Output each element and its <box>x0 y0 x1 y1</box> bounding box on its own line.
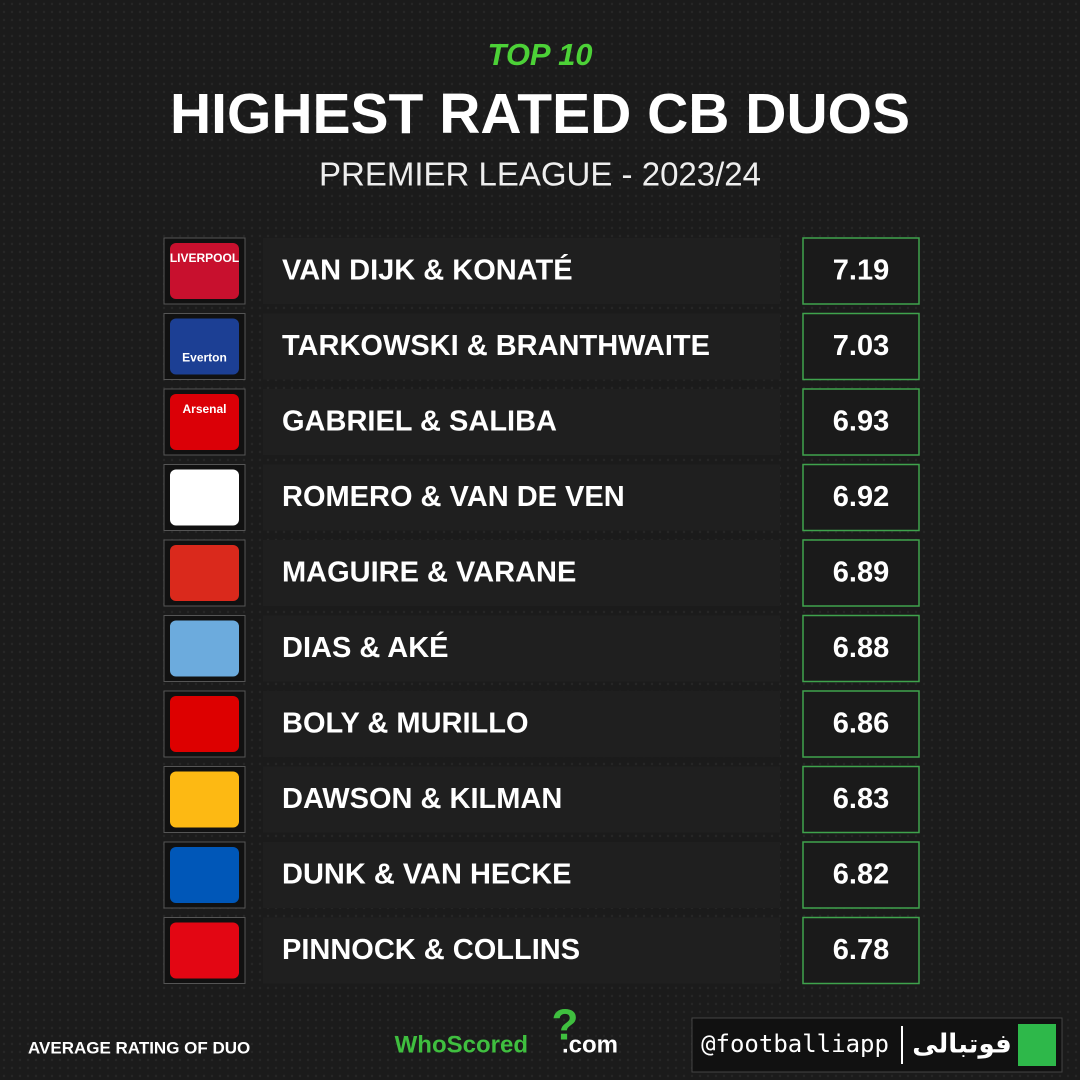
brand-icon <box>1018 1024 1056 1066</box>
crest <box>170 620 239 677</box>
duo-name: TARKOWSKI & BRANTHWAITE <box>282 330 710 362</box>
source-domain: .com <box>562 1031 618 1058</box>
source-mark: ? <box>552 1001 579 1050</box>
crest-text: Arsenal <box>182 402 226 416</box>
rating: 6.86 <box>833 708 889 740</box>
crest <box>170 243 239 299</box>
rating: 6.78 <box>833 934 889 966</box>
rating: 6.92 <box>833 481 889 513</box>
rating: 6.93 <box>833 406 889 438</box>
duo-name: PINNOCK & COLLINS <box>282 934 580 966</box>
crest-text: Everton <box>182 351 227 365</box>
source-logo: WhoScored ? .com <box>395 1001 618 1059</box>
handle-frame <box>691 1017 1063 1073</box>
duo-name: DIAS & AKÉ <box>282 630 449 664</box>
name-box <box>263 389 780 455</box>
duo-name: MAGUIRE & VARANE <box>282 557 576 589</box>
rating: 6.89 <box>833 557 889 589</box>
crest <box>170 394 239 450</box>
rows: LIVERPOOL VAN DIJK & KONATÉ 7.19 Everton TAR… <box>163 237 920 985</box>
crest <box>170 771 239 828</box>
handle-box: @footballiapp فوتبالی <box>691 1017 1063 1073</box>
name-box <box>263 842 780 908</box>
source-name: WhoScored <box>395 1031 528 1058</box>
duo-name: BOLY & MURILLO <box>282 708 529 740</box>
crest <box>170 696 239 752</box>
rating-box <box>802 388 920 456</box>
name-box <box>263 238 780 304</box>
duo-name: VAN DIJK & KONATÉ <box>282 253 573 287</box>
crest <box>170 469 239 526</box>
crest-text: LIVERPOOL <box>170 251 239 265</box>
name-box <box>263 691 780 757</box>
name-box <box>263 464 780 531</box>
rating-box <box>802 690 920 758</box>
name-box <box>263 917 780 984</box>
rating-box <box>802 237 920 305</box>
rating: 6.88 <box>833 632 889 664</box>
crest <box>170 847 239 903</box>
rating-box <box>802 312 920 381</box>
rating-box <box>802 539 920 607</box>
rating: 6.83 <box>833 783 889 815</box>
subtitle: PREMIER LEAGUE - 2023/24 <box>319 156 761 193</box>
rating-box <box>802 841 920 909</box>
duo-name: ROMERO & VAN DE VEN <box>282 481 625 513</box>
crest <box>170 545 239 601</box>
name-box <box>263 615 780 682</box>
name-box <box>263 313 780 380</box>
crest <box>170 922 239 979</box>
rating: 7.03 <box>833 330 889 362</box>
crest <box>170 318 239 375</box>
name-box <box>263 540 780 606</box>
duo-name: DUNK & VAN HECKE <box>282 859 571 891</box>
kicker: TOP 10 <box>487 37 592 72</box>
rating-box <box>802 614 920 683</box>
footer-note: AVERAGE RATING OF DUO <box>28 1038 250 1057</box>
brand: فوتبالی <box>912 1030 1012 1060</box>
rating-box <box>802 765 920 834</box>
rating: 7.19 <box>833 255 889 287</box>
name-box <box>263 766 780 833</box>
handle: @footballiapp <box>701 1030 889 1058</box>
rating-box <box>802 916 920 985</box>
duo-name: GABRIEL & SALIBA <box>282 406 557 438</box>
rating: 6.82 <box>833 859 889 891</box>
rating-box <box>802 463 920 532</box>
title: HIGHEST RATED CB DUOS <box>170 82 910 146</box>
duo-name: DAWSON & KILMAN <box>282 783 562 815</box>
